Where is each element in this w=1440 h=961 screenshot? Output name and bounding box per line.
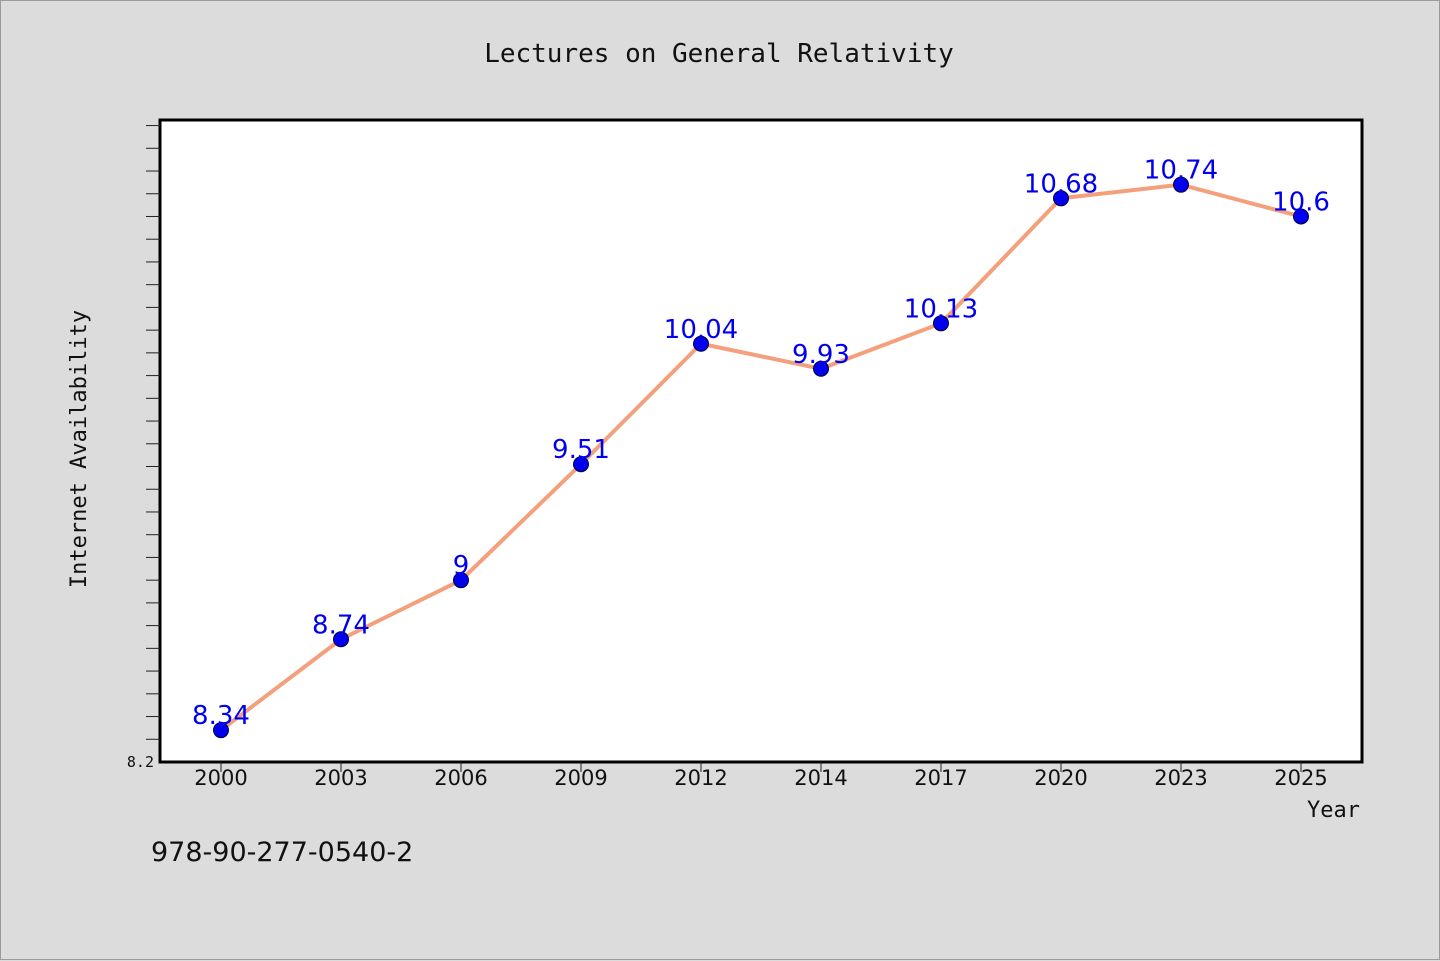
x-tick-label: 2017: [914, 766, 967, 790]
x-tick-label: 2012: [674, 766, 727, 790]
data-label: 10.04: [664, 315, 738, 345]
data-point: [813, 360, 829, 377]
data-point: [1293, 208, 1309, 225]
data-label: 10.13: [904, 294, 978, 324]
data-point: [693, 335, 709, 352]
x-tick-label: 2003: [314, 766, 367, 790]
series-line-group: [219, 182, 1302, 732]
data-markers: [213, 176, 1309, 739]
data-label: 10.74: [1144, 156, 1218, 186]
series-line: [219, 182, 1302, 732]
data-point: [453, 572, 469, 589]
data-label: 9.51: [552, 435, 610, 465]
x-tick-label: 2006: [434, 766, 487, 790]
data-label: 10.68: [1024, 169, 1098, 199]
x-axis-ticks: 2000 2003 2006 2009 2012 2014 2017 2020 2023 2025: [194, 762, 1328, 790]
x-tick-label: 2023: [1154, 766, 1207, 790]
y-axis-label: Internet Availability: [67, 310, 92, 588]
data-label: 8.34: [192, 701, 250, 731]
chart-title: Lectures on General Relativity: [484, 39, 954, 69]
x-tick-label: 2014: [794, 766, 847, 790]
y-tick-label-min: 8.2: [127, 753, 154, 771]
x-axis-label: Year: [1307, 798, 1360, 823]
data-label: 9.93: [792, 340, 850, 370]
data-point: [933, 315, 949, 332]
data-label: 9: [453, 551, 470, 581]
x-tick-label: 2025: [1274, 766, 1327, 790]
y-axis-ticks: [146, 125, 160, 740]
data-label: 10.6: [1272, 187, 1330, 217]
data-point: [573, 456, 589, 473]
data-point: [1173, 176, 1189, 193]
data-point: [1053, 190, 1069, 207]
x-tick-label: 2000: [194, 766, 247, 790]
data-point: [333, 631, 349, 648]
data-labels: 8.34 8.74 9 9.51 10.04 9.93 10.13 10.68 10.74 10.…: [192, 156, 1330, 732]
data-label: 8.74: [312, 610, 370, 640]
plot-area: [158, 118, 1364, 764]
x-tick-label: 2020: [1034, 766, 1087, 790]
x-tick-label: 2009: [554, 766, 607, 790]
data-point: [213, 722, 229, 739]
isbn-text: 978-90-277-0540-2: [151, 837, 414, 868]
